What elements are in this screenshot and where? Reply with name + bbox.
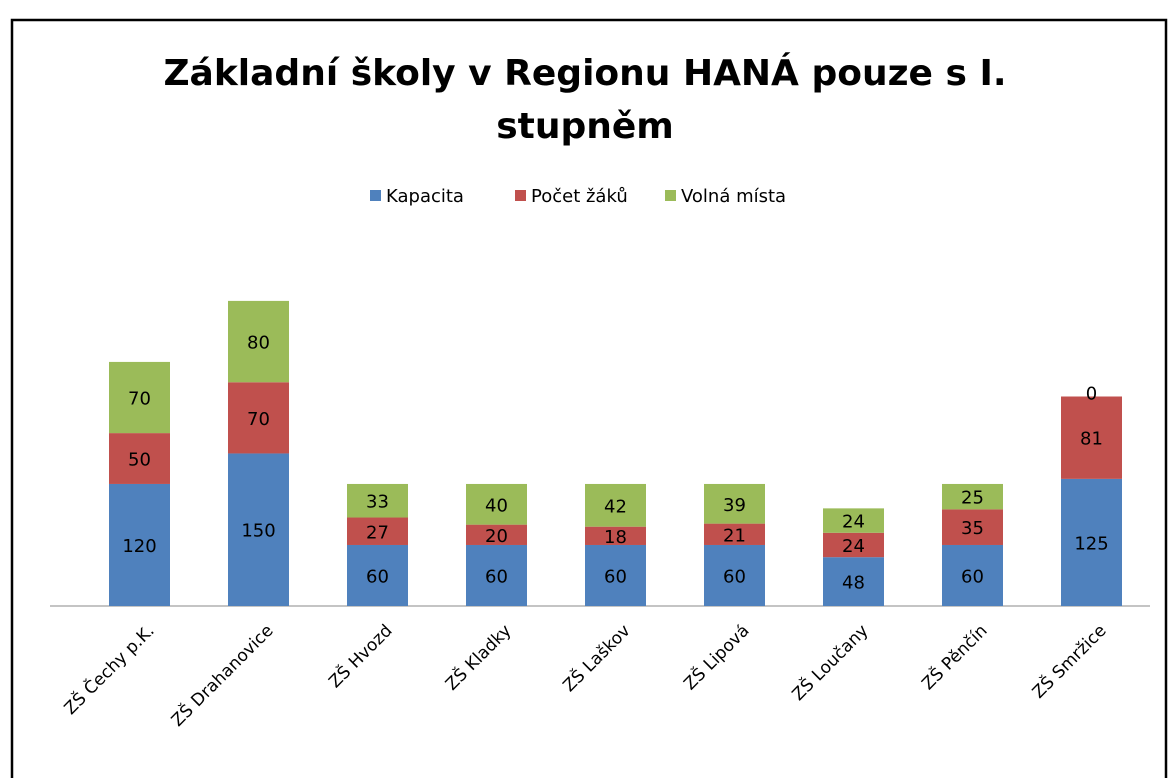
data-label: 125 — [1074, 533, 1108, 554]
bar-segment — [466, 483, 527, 525]
bar-segment — [347, 517, 408, 545]
bar-segment — [109, 483, 170, 606]
bar-segment — [942, 483, 1003, 510]
data-label: 60 — [723, 566, 746, 587]
data-label: 18 — [604, 527, 627, 548]
legend-swatch — [370, 190, 381, 201]
data-label: 150 — [241, 521, 275, 542]
bar-segment — [228, 382, 289, 454]
data-label: 25 — [961, 488, 984, 509]
bar-segment — [109, 433, 170, 484]
data-label: 120 — [122, 536, 156, 557]
data-label: 60 — [604, 566, 627, 587]
bar-segment — [823, 557, 884, 606]
data-label: 39 — [723, 495, 746, 516]
bar-segment — [942, 509, 1003, 545]
data-label: 81 — [1080, 429, 1103, 450]
data-label: 60 — [485, 566, 508, 587]
data-label: 40 — [485, 495, 508, 516]
data-label: 20 — [485, 526, 508, 547]
bar-segment — [704, 544, 765, 606]
bar-segment — [704, 483, 765, 524]
legend-label: Kapacita — [386, 186, 464, 207]
data-label: 70 — [128, 389, 151, 410]
data-label: 24 — [842, 512, 865, 533]
data-label: 60 — [366, 566, 389, 587]
data-label: 60 — [961, 566, 984, 587]
data-label: 27 — [366, 522, 389, 543]
legend-label: Volná místa — [681, 186, 786, 207]
bar-segment — [347, 483, 408, 518]
bar-segment — [585, 526, 646, 545]
bar-segment — [466, 524, 527, 545]
bar-segment — [466, 544, 527, 606]
bar-segment — [109, 361, 170, 434]
legend-swatch — [515, 190, 526, 201]
data-label: 33 — [366, 492, 389, 513]
bar-segment — [585, 544, 646, 606]
data-label: 21 — [723, 525, 746, 546]
data-label: 48 — [842, 573, 865, 594]
data-label: 50 — [128, 450, 151, 471]
data-label: 24 — [842, 536, 865, 557]
data-label: 35 — [961, 518, 984, 539]
bar-segment — [228, 453, 289, 606]
chart-title: Základní školy v Regionu HANÁ pouze s I.… — [163, 52, 1006, 147]
bar-segment — [823, 508, 884, 533]
bar-segment — [585, 483, 646, 527]
data-label: 42 — [604, 496, 627, 517]
legend-swatch — [665, 190, 676, 201]
bar-segment — [942, 544, 1003, 606]
legend-label: Počet žáků — [531, 186, 628, 207]
bar-segment — [1061, 478, 1122, 606]
bar-segment — [228, 300, 289, 383]
data-label: 0 — [1086, 383, 1097, 404]
bar-segment — [347, 544, 408, 606]
bar-segment — [823, 532, 884, 558]
bar-segment — [704, 523, 765, 545]
data-label: 70 — [247, 409, 270, 430]
data-label: 80 — [247, 333, 270, 354]
bar-segment — [1061, 396, 1122, 479]
chart-border — [10, 18, 1168, 778]
